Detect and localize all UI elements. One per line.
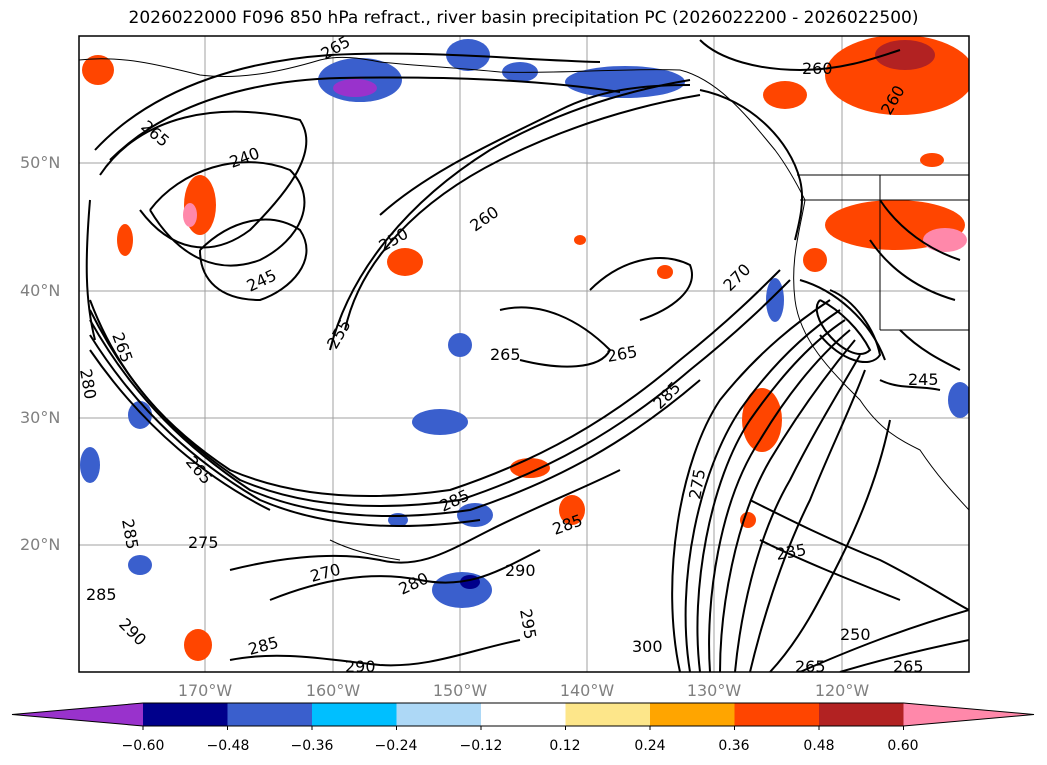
precip-blob bbox=[742, 388, 782, 452]
precip-blob bbox=[657, 265, 673, 279]
contour-label: 240 bbox=[227, 143, 262, 171]
contour-label: 260 bbox=[802, 59, 833, 78]
colorbar-segment bbox=[819, 703, 904, 726]
precip-blob bbox=[184, 629, 212, 661]
colorbar-segment bbox=[481, 703, 566, 726]
precip-blob bbox=[763, 81, 807, 109]
colorbar-segment bbox=[227, 703, 313, 726]
map-title: 2026022000 F096 850 hPa refract., river … bbox=[128, 8, 919, 28]
contour-label: 280 bbox=[76, 367, 100, 400]
contour-label: 265 bbox=[108, 330, 136, 365]
lon-label-120W: 120°W bbox=[814, 681, 870, 700]
colorbar-tick-label: 0.48 bbox=[803, 738, 835, 754]
lon-label-140W: 140°W bbox=[559, 681, 615, 700]
contour-label: 280 bbox=[396, 568, 432, 598]
contour-label: 285 bbox=[550, 510, 585, 538]
colorbar bbox=[11, 702, 1035, 730]
lon-label-170W: 170°W bbox=[177, 681, 233, 700]
map-frame bbox=[78, 35, 970, 673]
precip-blob bbox=[412, 409, 468, 435]
contour-label: 265 bbox=[605, 342, 638, 366]
precip-blob bbox=[510, 458, 550, 478]
contour-label: 245 bbox=[908, 370, 939, 389]
lon-label-160W: 160°W bbox=[305, 681, 361, 700]
contour-label: 290 bbox=[505, 561, 536, 580]
lat-label-30N: 30°N bbox=[20, 408, 61, 427]
colorbar-tick-label: 0.36 bbox=[718, 738, 750, 754]
precip-blob bbox=[448, 333, 472, 357]
precip-blob bbox=[82, 55, 114, 85]
precip-shading bbox=[80, 36, 969, 661]
contour-label: 270 bbox=[308, 560, 342, 586]
precip-blob bbox=[128, 555, 152, 575]
lat-label-40N: 40°N bbox=[20, 281, 61, 300]
refractivity-contours bbox=[85, 39, 969, 672]
colorbar-tick-label: 0.12 bbox=[549, 738, 581, 754]
precip-blob bbox=[387, 248, 423, 276]
colorbar-extend-max bbox=[903, 703, 1034, 726]
contour-label: 300 bbox=[632, 637, 663, 656]
colorbar-extend-min bbox=[12, 703, 143, 726]
precip-blob bbox=[740, 512, 756, 528]
lon-label-130W: 130°W bbox=[686, 681, 742, 700]
colorbar-segment bbox=[143, 703, 228, 726]
precip-blob bbox=[128, 401, 152, 429]
colorbar-segment bbox=[312, 703, 397, 726]
precip-blob bbox=[920, 153, 944, 167]
colorbar-segment bbox=[734, 703, 820, 726]
colorbar-tick-label: −0.24 bbox=[374, 738, 418, 754]
contour-label: 250 bbox=[840, 625, 871, 644]
contour-label: 285 bbox=[649, 378, 684, 413]
precip-blob bbox=[923, 228, 967, 252]
contour-label: 290 bbox=[115, 614, 150, 649]
colorbar-tick-label: −0.12 bbox=[459, 738, 503, 754]
colorbar-tick-label: −0.36 bbox=[290, 738, 334, 754]
contour-label: 260 bbox=[466, 202, 502, 235]
precip-blob bbox=[803, 248, 827, 272]
contour-label: 265 bbox=[893, 657, 924, 676]
contour-label: 265 bbox=[137, 117, 173, 151]
contour-label: 255 bbox=[323, 316, 355, 352]
precip-blob bbox=[183, 203, 197, 227]
precip-blob bbox=[80, 447, 100, 483]
contour-label: 275 bbox=[188, 533, 219, 552]
colorbar-tick-label: 0.24 bbox=[634, 738, 666, 754]
colorbar-segment bbox=[396, 703, 482, 726]
precip-blob bbox=[559, 495, 585, 525]
precip-blob bbox=[117, 224, 133, 256]
contour-label: 285 bbox=[86, 585, 117, 604]
colorbar-tick-label: 0.60 bbox=[887, 738, 919, 754]
precip-blob bbox=[574, 235, 586, 245]
colorbar-segment bbox=[565, 703, 651, 726]
contour-label: 285 bbox=[118, 517, 142, 550]
precip-blob bbox=[333, 79, 377, 97]
colorbar-tick-label: −0.60 bbox=[121, 738, 165, 754]
precip-blob bbox=[948, 382, 969, 418]
precip-blob bbox=[875, 40, 935, 70]
contour-label: 295 bbox=[516, 607, 540, 640]
contour-label: 290 bbox=[345, 657, 376, 676]
contour-label: 270 bbox=[719, 260, 754, 295]
lat-label-50N: 50°N bbox=[20, 153, 61, 172]
contour-label: 265 bbox=[490, 345, 521, 364]
lat-label-20N: 20°N bbox=[20, 535, 61, 554]
colorbar-segment bbox=[650, 703, 735, 726]
contour-label: 275 bbox=[685, 467, 709, 500]
precip-blob bbox=[565, 66, 685, 98]
colorbar-tick-label: −0.48 bbox=[206, 738, 250, 754]
coastlines bbox=[79, 56, 969, 561]
lon-label-150W: 150°W bbox=[432, 681, 488, 700]
contour-label: 265 bbox=[795, 657, 826, 676]
